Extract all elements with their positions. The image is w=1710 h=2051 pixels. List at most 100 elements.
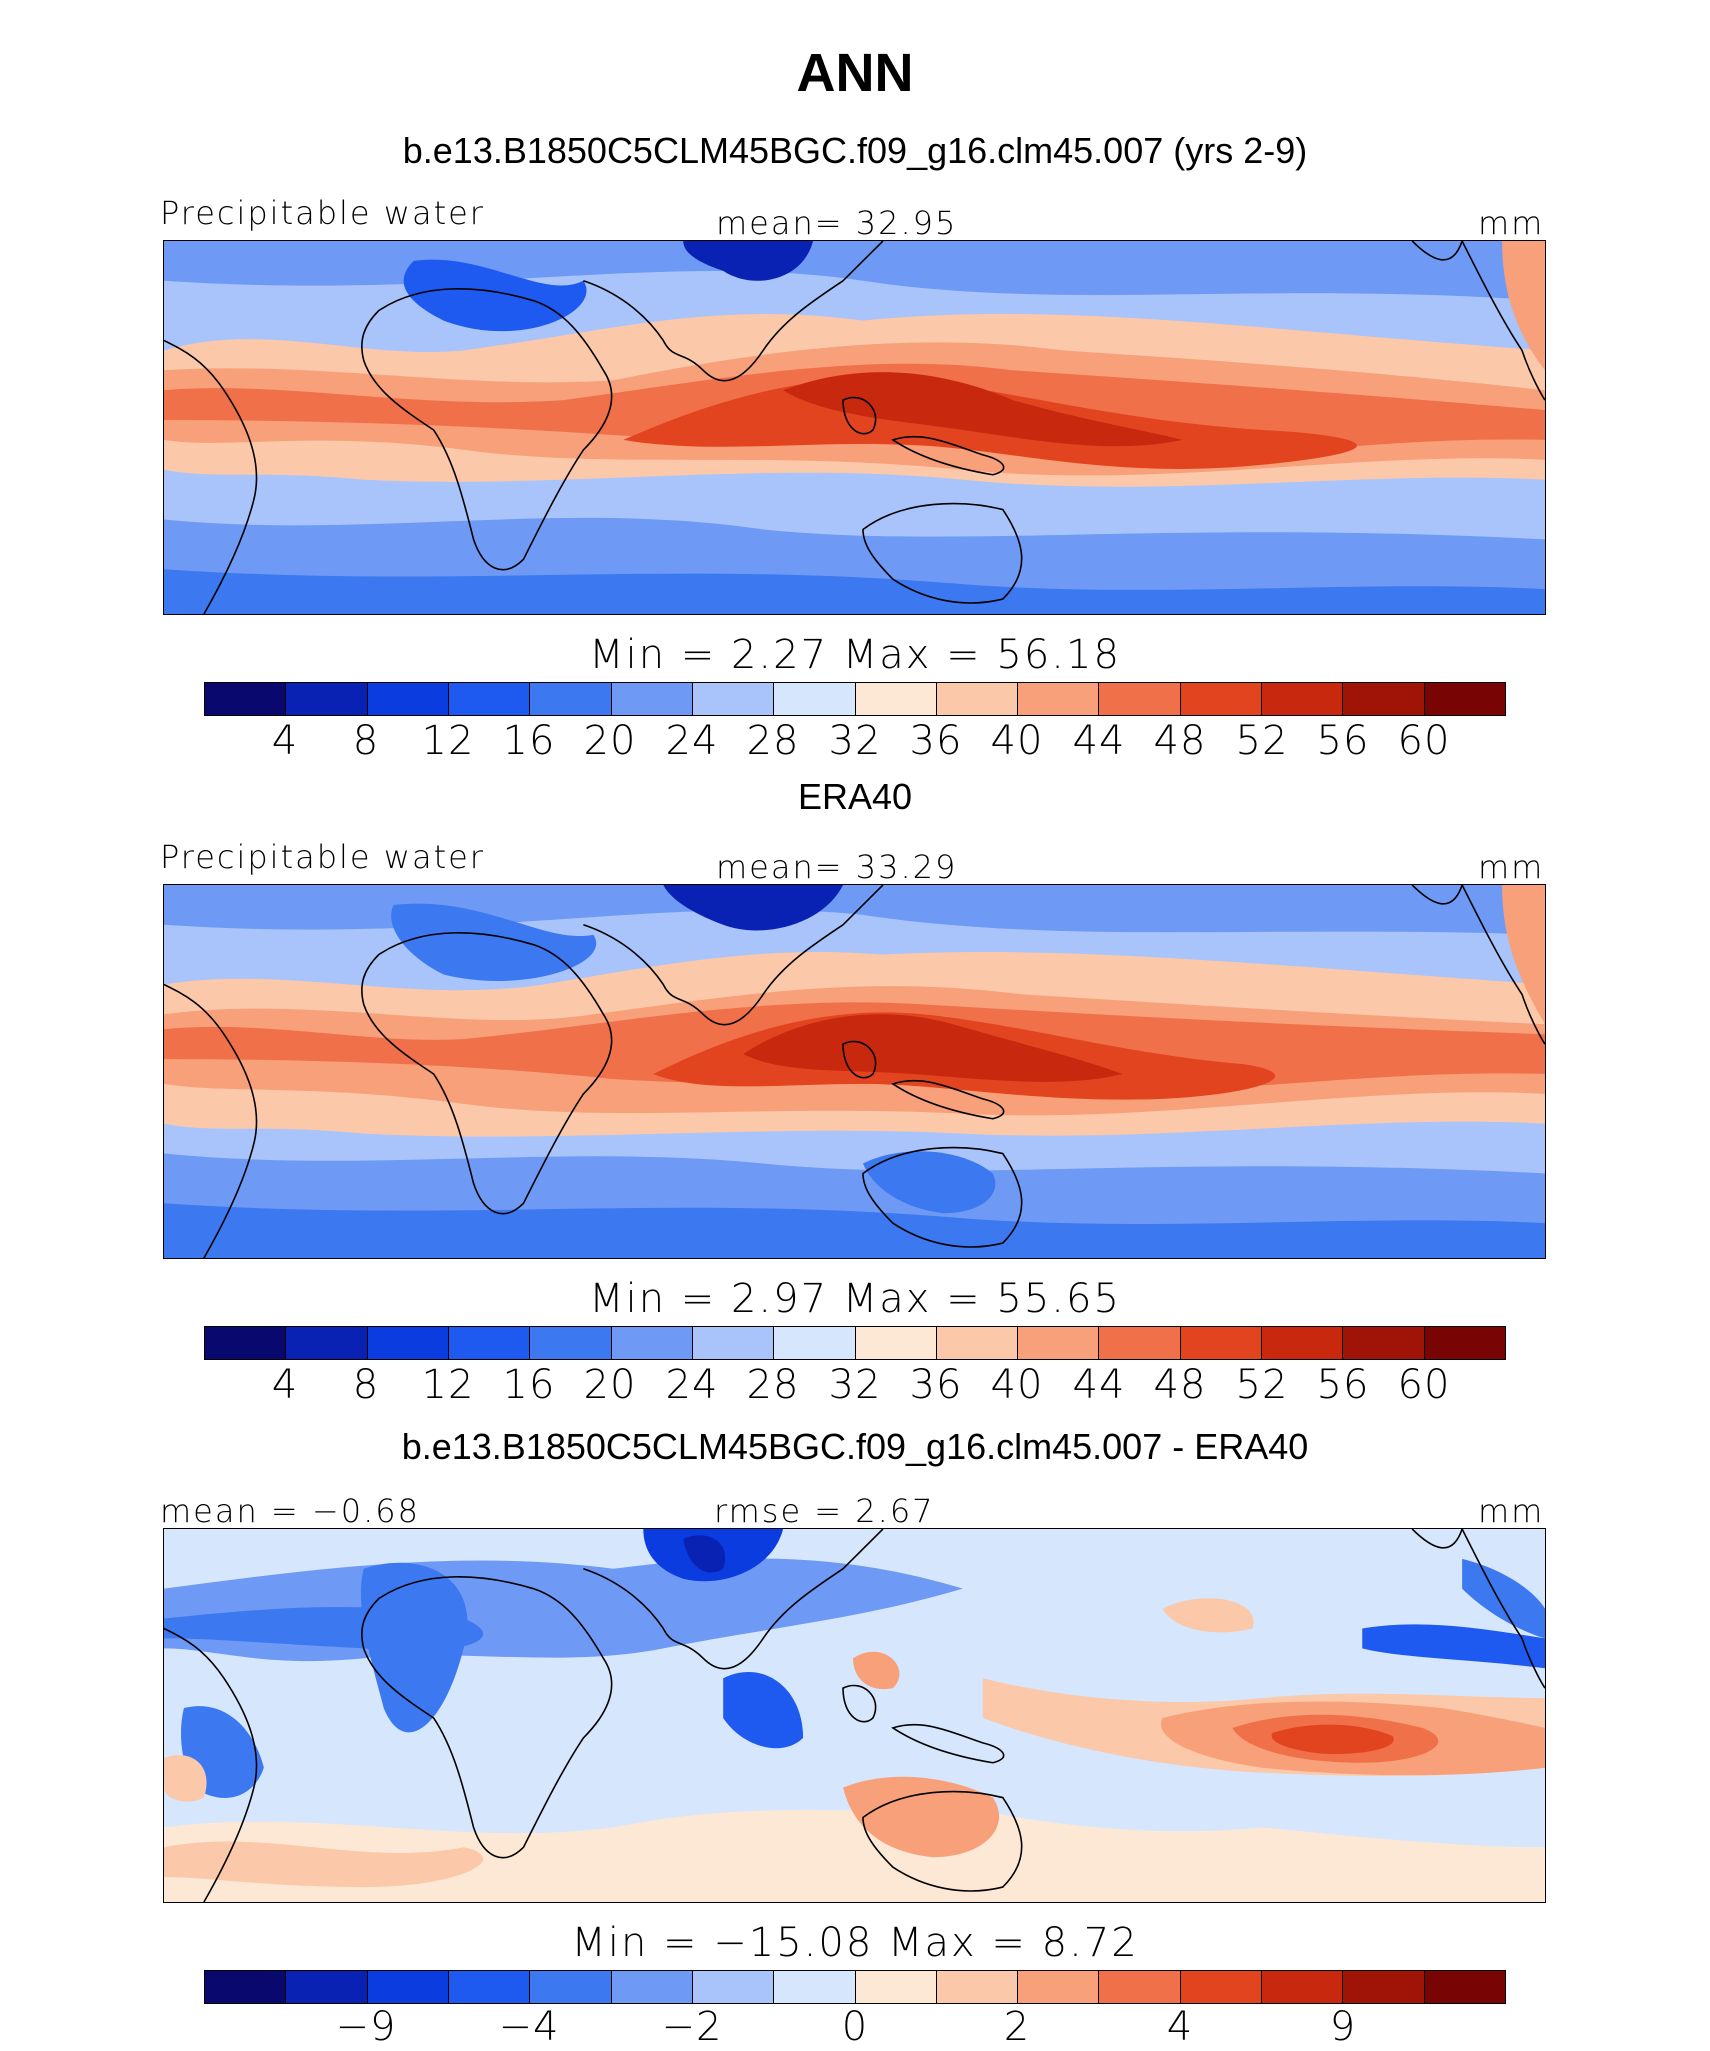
colorbar-tick-label: 52 — [1235, 1362, 1289, 1408]
colorbar-tick-label: 2 — [1003, 2004, 1031, 2050]
panel-2-colorbar — [204, 1326, 1506, 1360]
colorbar-tick-label: 8 — [352, 1362, 380, 1408]
colorbar-swatch — [205, 1327, 287, 1359]
colorbar-swatch — [1018, 1327, 1100, 1359]
colorbar-swatch — [448, 683, 531, 715]
panel-3-min-max: Min = −15.08 Max = 8.72 — [571, 1920, 1139, 1966]
colorbar-tick-label: −9 — [335, 2004, 397, 2050]
colorbar-tick-label: 4 — [1166, 2004, 1194, 2050]
colorbar-tick-label: 48 — [1153, 718, 1207, 764]
colorbar-swatch — [1180, 1327, 1263, 1359]
panel-3-rmse-label: rmse = 2.67 — [714, 1492, 935, 1530]
colorbar-swatch — [692, 1327, 775, 1359]
colorbar-swatch — [774, 1327, 856, 1359]
panel-3-mean-label: mean = −0.68 — [160, 1492, 420, 1530]
colorbar-swatch — [936, 1971, 1019, 2003]
colorbar-swatch — [1180, 683, 1263, 715]
colorbar-swatch — [1262, 1327, 1344, 1359]
colorbar-swatch — [448, 1971, 531, 2003]
colorbar-swatch — [530, 683, 612, 715]
colorbar-swatch — [611, 1971, 693, 2003]
colorbar-swatch — [855, 1971, 937, 2003]
colorbar-tick-label: −4 — [498, 2004, 560, 2050]
colorbar-swatch — [1343, 1971, 1425, 2003]
colorbar-swatch — [936, 1327, 1019, 1359]
colorbar-swatch — [1099, 1971, 1181, 2003]
colorbar-swatch — [367, 1971, 449, 2003]
colorbar-swatch — [774, 1971, 856, 2003]
colorbar-swatch — [1099, 683, 1181, 715]
colorbar-tick-label: 9 — [1329, 2004, 1357, 2050]
colorbar-tick-label: 32 — [828, 1362, 882, 1408]
colorbar-swatch — [692, 1971, 775, 2003]
colorbar-tick-label: 24 — [665, 1362, 719, 1408]
colorbar-swatch — [367, 683, 449, 715]
panel-3-map — [163, 1528, 1546, 1903]
panel-2-title: ERA40 — [797, 776, 913, 817]
colorbar-tick-label: 36 — [909, 1362, 963, 1408]
colorbar-swatch — [611, 683, 693, 715]
colorbar-swatch — [1099, 1327, 1181, 1359]
panel-2-mean-label: mean= 33.29 — [716, 848, 958, 886]
colorbar-swatch — [286, 1971, 368, 2003]
colorbar-tick-label: 28 — [746, 1362, 800, 1408]
panel-1-title: b.e13.B1850C5CLM45BGC.f09_g16.clm45.007 … — [402, 130, 1308, 171]
panel-1-variable-label: Precipitable water — [160, 194, 485, 232]
colorbar-tick-label: 4 — [271, 718, 299, 764]
colorbar-tick-label: 12 — [421, 1362, 475, 1408]
colorbar-swatch — [611, 1327, 693, 1359]
colorbar-tick-label: 52 — [1235, 718, 1289, 764]
colorbar-tick-label: 56 — [1316, 1362, 1370, 1408]
colorbar-tick-label: 4 — [271, 1362, 299, 1408]
panel-2-variable-label: Precipitable water — [160, 838, 485, 876]
panel-3-colorbar — [204, 1970, 1506, 2004]
colorbar-tick-label: 24 — [665, 718, 719, 764]
colorbar-swatch — [205, 1971, 287, 2003]
colorbar-swatch — [1262, 1971, 1344, 2003]
colorbar-swatch — [1018, 683, 1100, 715]
colorbar-swatch — [1424, 1327, 1505, 1359]
colorbar-tick-label: 40 — [990, 1362, 1044, 1408]
colorbar-tick-label: 20 — [583, 1362, 637, 1408]
panel-1-mean-label: mean= 32.95 — [716, 204, 958, 242]
colorbar-swatch — [286, 683, 368, 715]
colorbar-tick-label: 60 — [1397, 718, 1451, 764]
colorbar-tick-label: 60 — [1397, 1362, 1451, 1408]
colorbar-swatch — [530, 1327, 612, 1359]
colorbar-tick-label: 8 — [352, 718, 380, 764]
colorbar-tick-label: 16 — [502, 718, 556, 764]
colorbar-tick-label: 12 — [421, 718, 475, 764]
colorbar-swatch — [1424, 1971, 1505, 2003]
panel-3-title: b.e13.B1850C5CLM45BGC.f09_g16.clm45.007 … — [401, 1426, 1309, 1467]
panel-1-colorbar — [204, 682, 1506, 716]
colorbar-swatch — [1180, 1971, 1263, 2003]
colorbar-swatch — [1424, 683, 1505, 715]
colorbar-swatch — [855, 1327, 937, 1359]
panel-3-units-label: mm — [1478, 1492, 1545, 1530]
panel-2-min-max: Min = 2.97 Max = 55.65 — [589, 1276, 1121, 1322]
colorbar-swatch — [205, 683, 287, 715]
panel-2-map — [163, 884, 1546, 1259]
colorbar-tick-label: 40 — [990, 718, 1044, 764]
page-title: ANN — [796, 43, 914, 103]
colorbar-tick-label: 44 — [1072, 718, 1126, 764]
colorbar-tick-label: 0 — [841, 2004, 869, 2050]
panel-2-units-label: mm — [1478, 848, 1545, 886]
panel-1-min-max: Min = 2.27 Max = 56.18 — [589, 632, 1121, 678]
colorbar-swatch — [530, 1971, 612, 2003]
colorbar-swatch — [286, 1327, 368, 1359]
panel-1-map — [163, 240, 1546, 615]
colorbar-swatch — [1018, 1971, 1100, 2003]
colorbar-tick-label: 16 — [502, 1362, 556, 1408]
colorbar-tick-label: 44 — [1072, 1362, 1126, 1408]
colorbar-swatch — [774, 683, 856, 715]
colorbar-swatch — [936, 683, 1019, 715]
panel-1-units-label: mm — [1478, 204, 1545, 242]
colorbar-tick-label: −2 — [661, 2004, 723, 2050]
colorbar-swatch — [1262, 683, 1344, 715]
colorbar-swatch — [367, 1327, 449, 1359]
colorbar-tick-label: 56 — [1316, 718, 1370, 764]
colorbar-swatch — [692, 683, 775, 715]
colorbar-tick-label: 36 — [909, 718, 963, 764]
colorbar-tick-label: 48 — [1153, 1362, 1207, 1408]
